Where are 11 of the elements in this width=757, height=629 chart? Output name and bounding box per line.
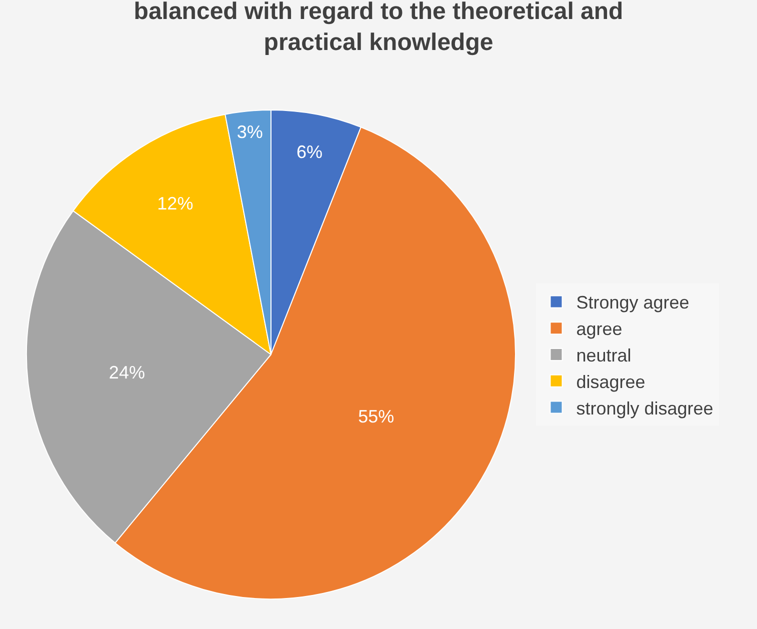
legend-label: Strongy agree xyxy=(576,292,690,313)
chart-title: balanced with regard to the theoretical and practical knowledge xyxy=(134,0,624,56)
data-label: 6% xyxy=(296,142,323,162)
legend-label: disagree xyxy=(576,372,646,392)
data-label: 12% xyxy=(157,194,194,214)
data-label: 3% xyxy=(236,122,263,142)
legend-label: agree xyxy=(576,319,622,340)
data-label: 24% xyxy=(108,362,145,383)
legend-label: neutral xyxy=(576,346,632,366)
legend-label: strongly disagree xyxy=(576,398,714,418)
data-label: 55% xyxy=(358,406,394,427)
